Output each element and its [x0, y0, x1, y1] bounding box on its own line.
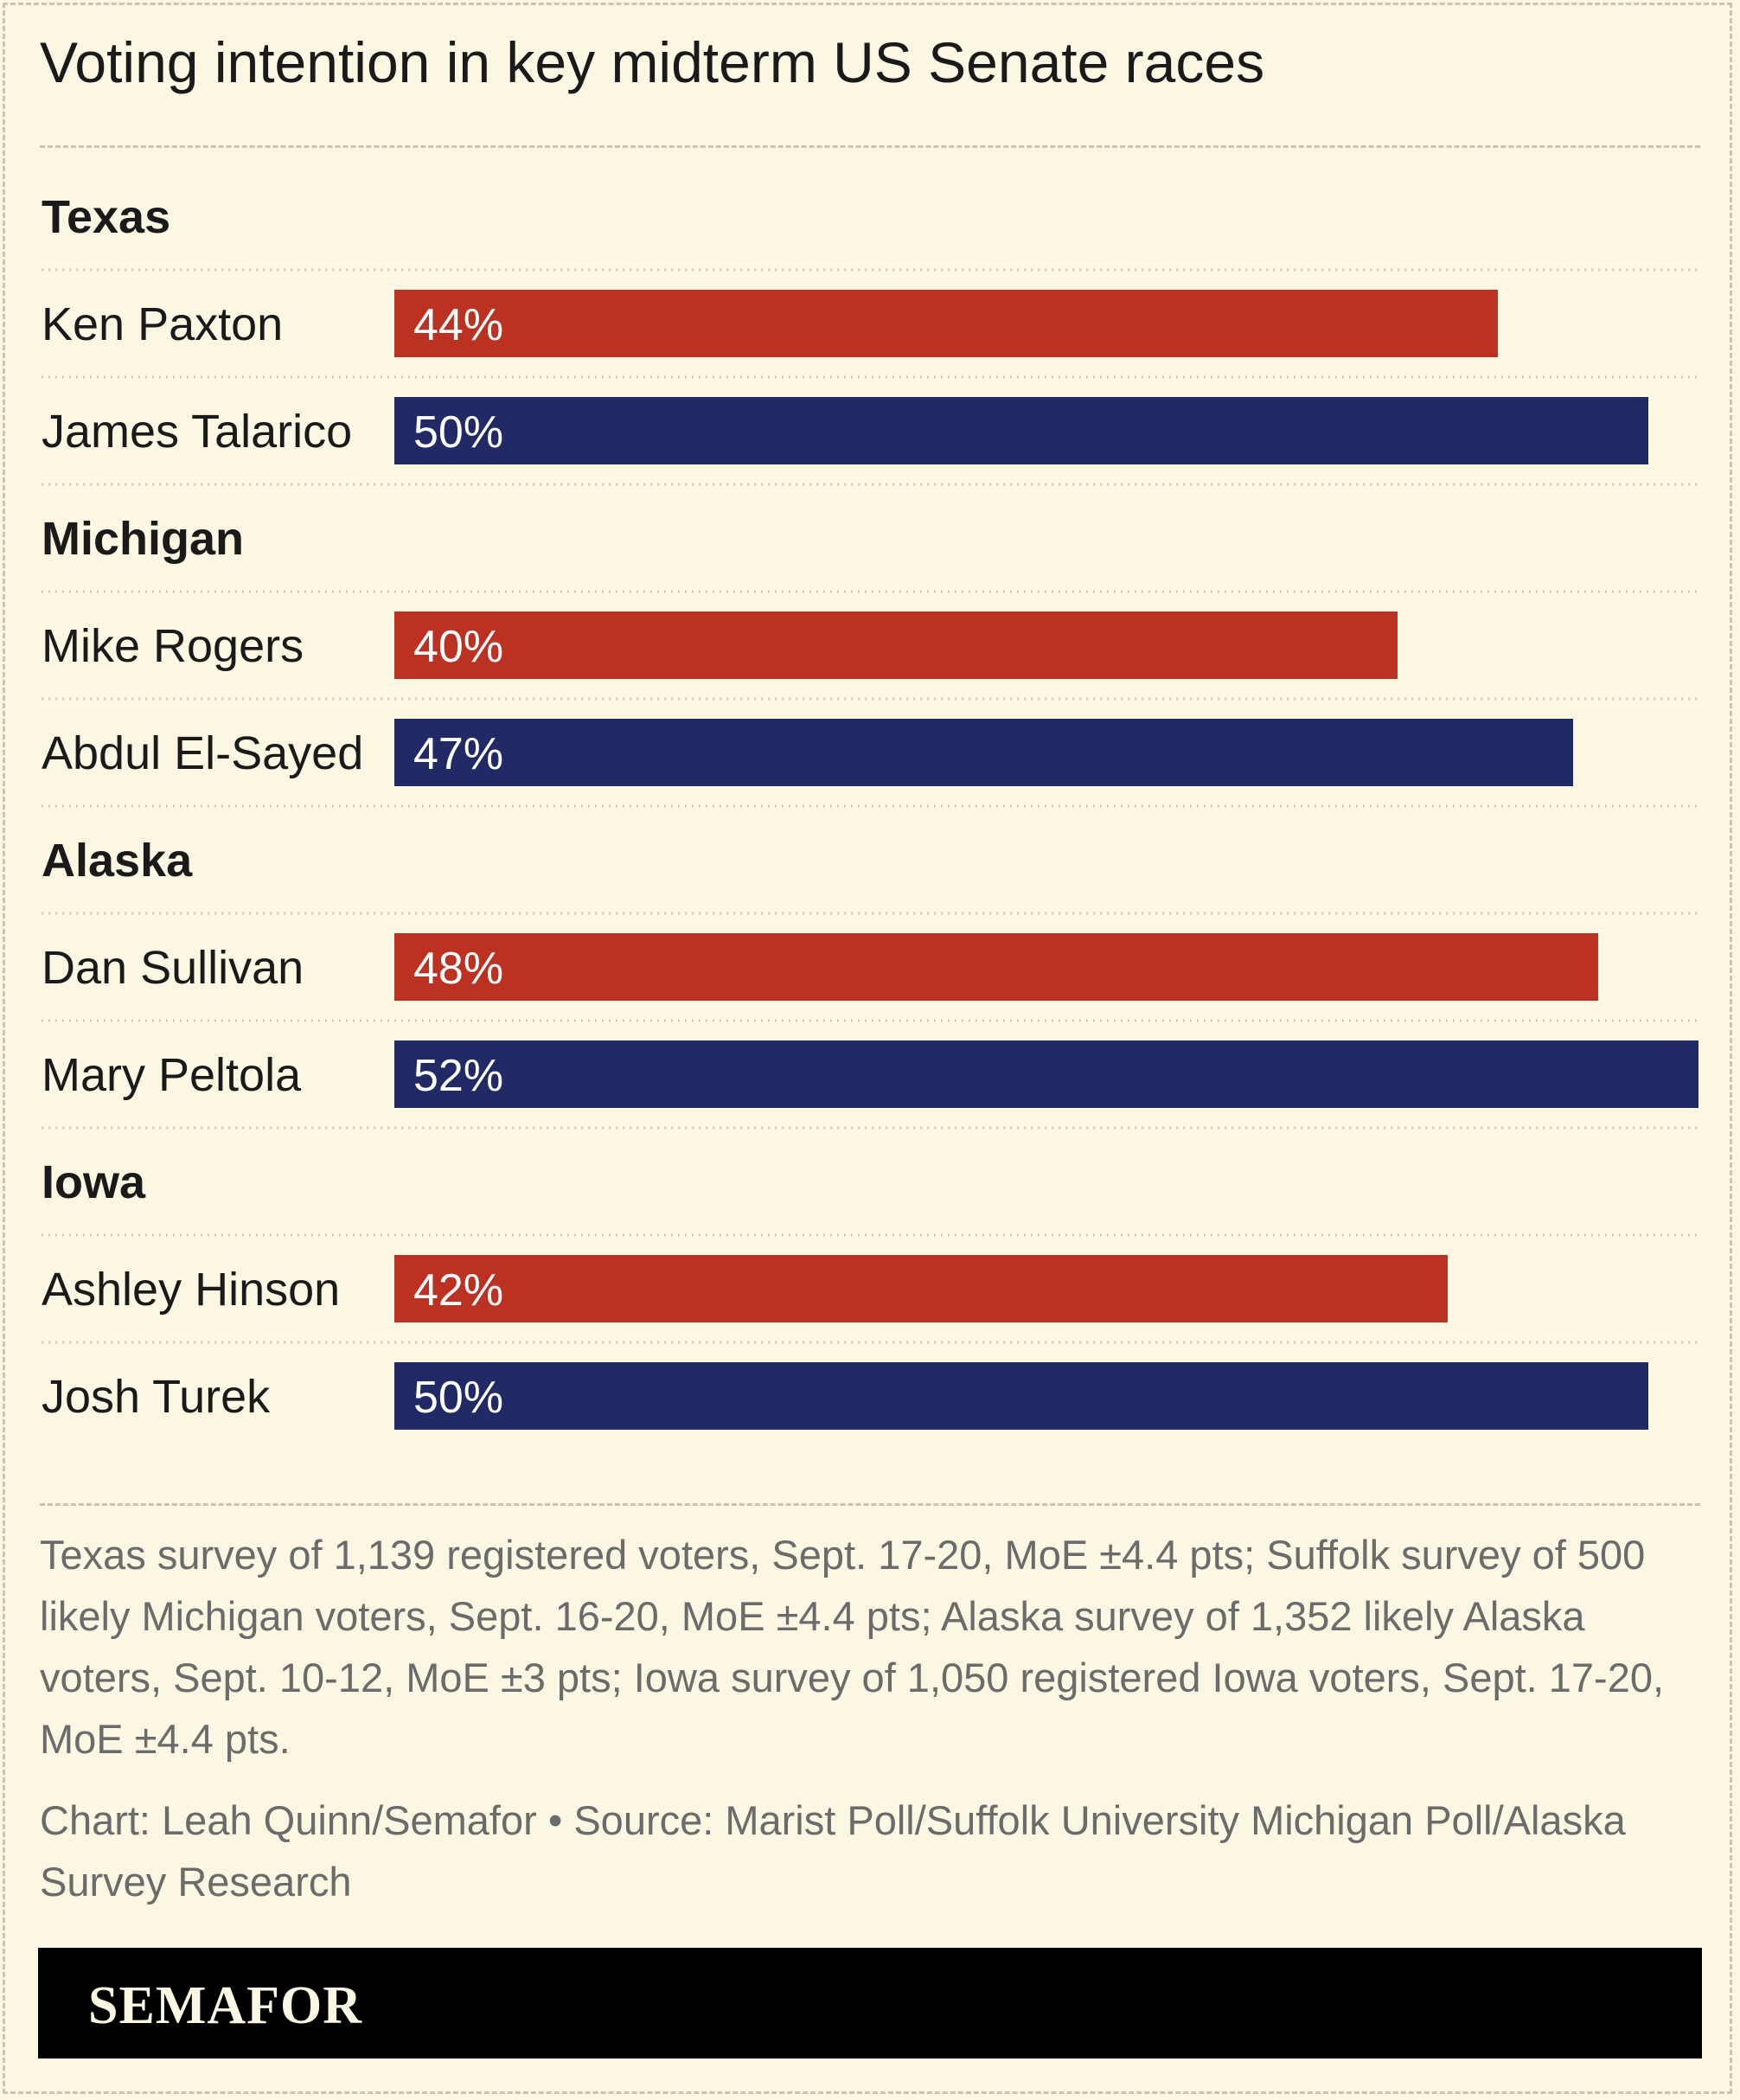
candidate-name: Josh Turek [42, 1371, 271, 1423]
semafor-logo: SEMAFOR [88, 1976, 362, 2035]
value-label: 50% [413, 1373, 503, 1423]
race-title: Iowa [42, 1156, 146, 1208]
candidate-name: Mike Rogers [42, 620, 304, 672]
value-label: 40% [413, 622, 503, 672]
bar-democrat [394, 1362, 1648, 1430]
survey-notes: Texas survey of 1,139 registered voters,… [40, 1532, 1665, 1762]
race-title: Texas [42, 191, 170, 243]
race-title: Alaska [42, 835, 193, 887]
value-label: 50% [413, 407, 503, 458]
candidate-name: Abdul El-Sayed [42, 727, 363, 779]
notes-divider [40, 1503, 1700, 1506]
candidate-name: Dan Sullivan [42, 942, 304, 994]
bar-democrat [394, 719, 1573, 786]
bar-democrat [394, 397, 1648, 464]
value-label: 48% [413, 944, 503, 994]
value-label: 42% [413, 1265, 503, 1316]
chart-frame [3, 3, 1732, 2094]
candidate-name: Ken Paxton [42, 298, 283, 350]
candidate-name: Ashley Hinson [42, 1264, 340, 1316]
bar-republican [394, 933, 1598, 1001]
value-label: 44% [413, 300, 503, 350]
bar-republican [394, 1255, 1448, 1322]
bar-chart: Texas Ken Paxton 44% James Talarico 50% Michi… [42, 191, 1700, 1430]
footer-logo-bar: SEMAFOR [38, 1948, 1702, 2058]
bar-republican [394, 290, 1498, 357]
title-divider [40, 145, 1700, 148]
bar-democrat [394, 1040, 1698, 1108]
chart-credit: Chart: Leah Quinn/Semafor • Source: Mari… [40, 1797, 1626, 1905]
value-label: 52% [413, 1051, 503, 1101]
candidate-name: James Talarico [42, 406, 352, 458]
chart-title: Voting intention in key midterm US Senat… [40, 30, 1265, 94]
bar-republican [394, 611, 1398, 679]
candidate-name: Mary Peltola [42, 1049, 302, 1101]
race-title: Michigan [42, 513, 244, 565]
value-label: 47% [413, 729, 503, 779]
